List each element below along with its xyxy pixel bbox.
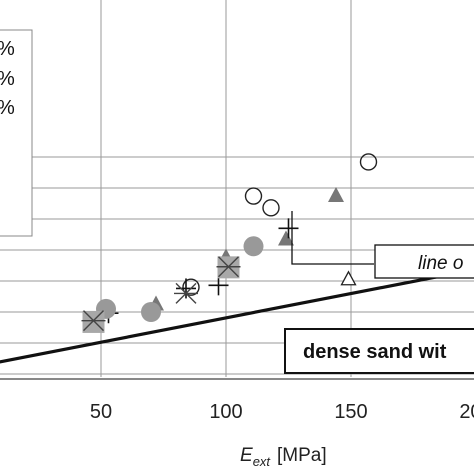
filled-square-marker (82, 310, 105, 333)
data-point-asterisk-1 (174, 282, 198, 304)
data-point-asterisk-0 (216, 256, 241, 278)
callout-leader (291, 211, 374, 265)
callout-label: line o (418, 253, 463, 274)
dataset-label: dense sand wit (303, 341, 447, 363)
legend-box (0, 29, 33, 237)
regression-line-group (0, 267, 474, 364)
callout-box (374, 244, 474, 279)
x-tick-label-0: 50 (90, 401, 112, 423)
data-point-open-circle-2 (262, 199, 280, 217)
open-circle-marker (244, 187, 263, 205)
data-point-filled-circle-0 (243, 236, 264, 257)
x-tick-labels: 50 100 150 200 (90, 401, 474, 423)
legend-entry-1: % (0, 38, 15, 60)
data-point-plus-0 (278, 218, 299, 239)
legend: % % % (0, 29, 33, 237)
data-point-asterisk-2 (81, 310, 106, 332)
x-tick-label-1: 100 (209, 401, 242, 423)
open-triangle-marker (340, 270, 357, 286)
data-point-open-circle-0 (359, 153, 378, 171)
dataset-box (284, 328, 474, 374)
data-point-plus-2 (176, 278, 196, 299)
data-point-filled-square-1 (82, 310, 105, 333)
filled-circle-marker (141, 302, 161, 322)
x-tick-label-2: 150 (334, 401, 367, 423)
data-point-open-circle-1 (244, 187, 263, 205)
grid (0, 0, 474, 377)
x-axis-title: Eext [MPa] (240, 445, 327, 469)
line-callout: line o (291, 211, 474, 279)
regression-line (0, 267, 474, 364)
data-point-open-triangle-0 (340, 270, 357, 286)
filled-circle-marker (243, 236, 264, 257)
data-point-filled-circle-2 (141, 302, 161, 322)
legend-entry-3: % (0, 97, 15, 119)
filled-triangle-marker (278, 230, 294, 246)
x-tick-label-3: 200 (459, 401, 474, 423)
data-point-filled-triangle-1 (278, 230, 294, 246)
data-points (81, 153, 378, 333)
open-circle-marker (262, 199, 280, 217)
plot-frame (0, 378, 474, 380)
data-point-plus-1 (208, 275, 229, 296)
data-point-filled-triangle-0 (328, 187, 344, 203)
legend-entry-2: % (0, 68, 15, 90)
data-point-open-circle-3 (182, 278, 200, 296)
open-circle-marker (182, 278, 200, 296)
filled-triangle-marker (328, 187, 344, 203)
dataset-callout: dense sand wit (284, 328, 474, 374)
open-circle-marker (359, 153, 378, 171)
